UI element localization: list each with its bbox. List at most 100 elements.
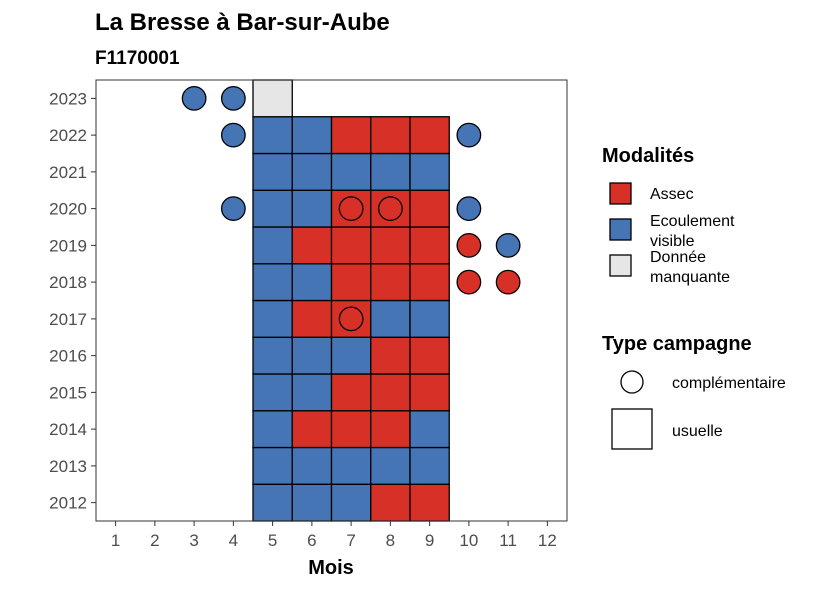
tile-2018-6 [291, 263, 333, 302]
tile-2019-8 [370, 226, 411, 265]
x-tick-label-10: 10 [459, 531, 478, 550]
tile-2012-7 [330, 483, 372, 522]
tile-2013-6 [291, 446, 333, 485]
point-2022-4 [220, 122, 246, 148]
x-tick-label-9: 9 [425, 531, 434, 550]
y-tick-label-2014: 2014 [49, 420, 87, 439]
tile-2020-5 [252, 189, 293, 228]
y-tick-label-2019: 2019 [49, 236, 87, 255]
tile-2013-5 [252, 446, 293, 485]
chart-title: La Bresse à Bar-sur-Aube [95, 9, 390, 36]
y-tick-label-2022: 2022 [49, 126, 87, 145]
tile-2017-5 [252, 299, 293, 338]
x-tick-label-2: 2 [150, 531, 159, 550]
tile-2020-6 [291, 189, 333, 228]
point-2020-8 [377, 196, 403, 222]
legend-square-icon [611, 408, 653, 450]
legend-label-0-0: Assec [650, 186, 694, 203]
legend-label-2-1: manquante [650, 269, 730, 286]
tile-2015-9 [409, 373, 450, 412]
x-tick-label-8: 8 [386, 531, 395, 550]
point-2020-7 [338, 196, 364, 222]
legend-modalites-title: Modalités [602, 145, 694, 167]
legend-campagne-label-0: complémentaire [672, 375, 786, 392]
point-2022-10 [456, 122, 482, 148]
legend-key-1 [609, 218, 632, 241]
x-tick-label-11: 11 [499, 531, 517, 550]
point-2018-11 [495, 269, 521, 295]
point-2023-4 [220, 85, 246, 111]
tile-2015-8 [370, 373, 411, 412]
tile-2018-8 [370, 263, 411, 302]
tile-2021-8 [370, 152, 411, 191]
y-tick-label-2017: 2017 [49, 310, 87, 329]
legend-campagne-label-1: usuelle [672, 423, 723, 440]
y-tick-label-2018: 2018 [49, 273, 87, 292]
tile-2021-6 [291, 152, 333, 191]
tile-2023-5 [252, 79, 293, 118]
y-tick-label-2013: 2013 [49, 457, 87, 476]
x-tick-label-7: 7 [346, 531, 355, 550]
legend-campagne-title: Type campagne [602, 333, 752, 355]
tile-2018-5 [252, 263, 293, 302]
point-2020-10 [456, 196, 482, 222]
tile-2020-9 [409, 189, 450, 228]
point-2017-7 [338, 306, 364, 332]
tile-2012-6 [291, 483, 333, 522]
tile-2015-5 [252, 373, 293, 412]
tile-2012-9 [409, 483, 450, 522]
tile-2019-5 [252, 226, 293, 265]
tile-2019-9 [409, 226, 450, 265]
y-tick-label-2016: 2016 [49, 347, 87, 366]
legend-label-1-1: visible [650, 233, 695, 250]
tile-2014-6 [291, 410, 333, 449]
point-2020-4 [220, 196, 246, 222]
tile-2021-7 [330, 152, 372, 191]
tile-2022-5 [252, 116, 293, 155]
tile-2022-8 [370, 116, 411, 155]
tile-2022-7 [330, 116, 372, 155]
y-tick-label-2021: 2021 [49, 163, 87, 182]
plot-area: 1 2 3 4 5 6 7 8 9 10 11 122012201320142015201620172… [49, 79, 568, 550]
tile-2021-5 [252, 152, 293, 191]
tile-2013-7 [330, 446, 372, 485]
tile-2022-6 [291, 116, 333, 155]
tile-2022-9 [409, 116, 450, 155]
legend-label-2-0: Donnée [650, 249, 706, 266]
tile-2021-9 [409, 152, 450, 191]
tile-2015-7 [330, 373, 372, 412]
tile-2019-7 [330, 226, 372, 265]
tile-2018-9 [409, 263, 450, 302]
panel-border [95, 79, 568, 522]
tile-2016-5 [252, 336, 293, 375]
tile-2013-8 [370, 446, 411, 485]
tile-2019-6 [291, 226, 333, 265]
x-tick-label-1: 1 [111, 531, 120, 550]
tile-2018-7 [330, 263, 372, 302]
tile-2017-8 [370, 299, 411, 338]
y-tick-label-2015: 2015 [49, 383, 87, 402]
tile-2014-7 [330, 410, 372, 449]
tile-2012-8 [370, 483, 411, 522]
tile-2017-9 [409, 299, 450, 338]
x-tick-label-3: 3 [189, 531, 198, 550]
x-axis-label: Mois [308, 557, 354, 579]
chart-subtitle: F1170001 [95, 48, 180, 69]
tile-2015-6 [291, 373, 333, 412]
legend-key-2 [609, 254, 632, 277]
y-tick-label-2020: 2020 [49, 200, 87, 219]
tile-2012-5 [252, 483, 293, 522]
tile-2016-6 [291, 336, 333, 375]
x-tick-label-12: 12 [538, 531, 557, 550]
point-2023-3 [181, 85, 207, 111]
y-tick-label-2012: 2012 [49, 494, 87, 513]
x-tick-label-5: 5 [268, 531, 277, 550]
tile-2014-9 [409, 410, 450, 449]
tile-2013-9 [409, 446, 450, 485]
tile-2017-6 [291, 299, 333, 338]
tile-2016-9 [409, 336, 450, 375]
x-tick-label-6: 6 [307, 531, 316, 550]
tile-2016-7 [330, 336, 372, 375]
